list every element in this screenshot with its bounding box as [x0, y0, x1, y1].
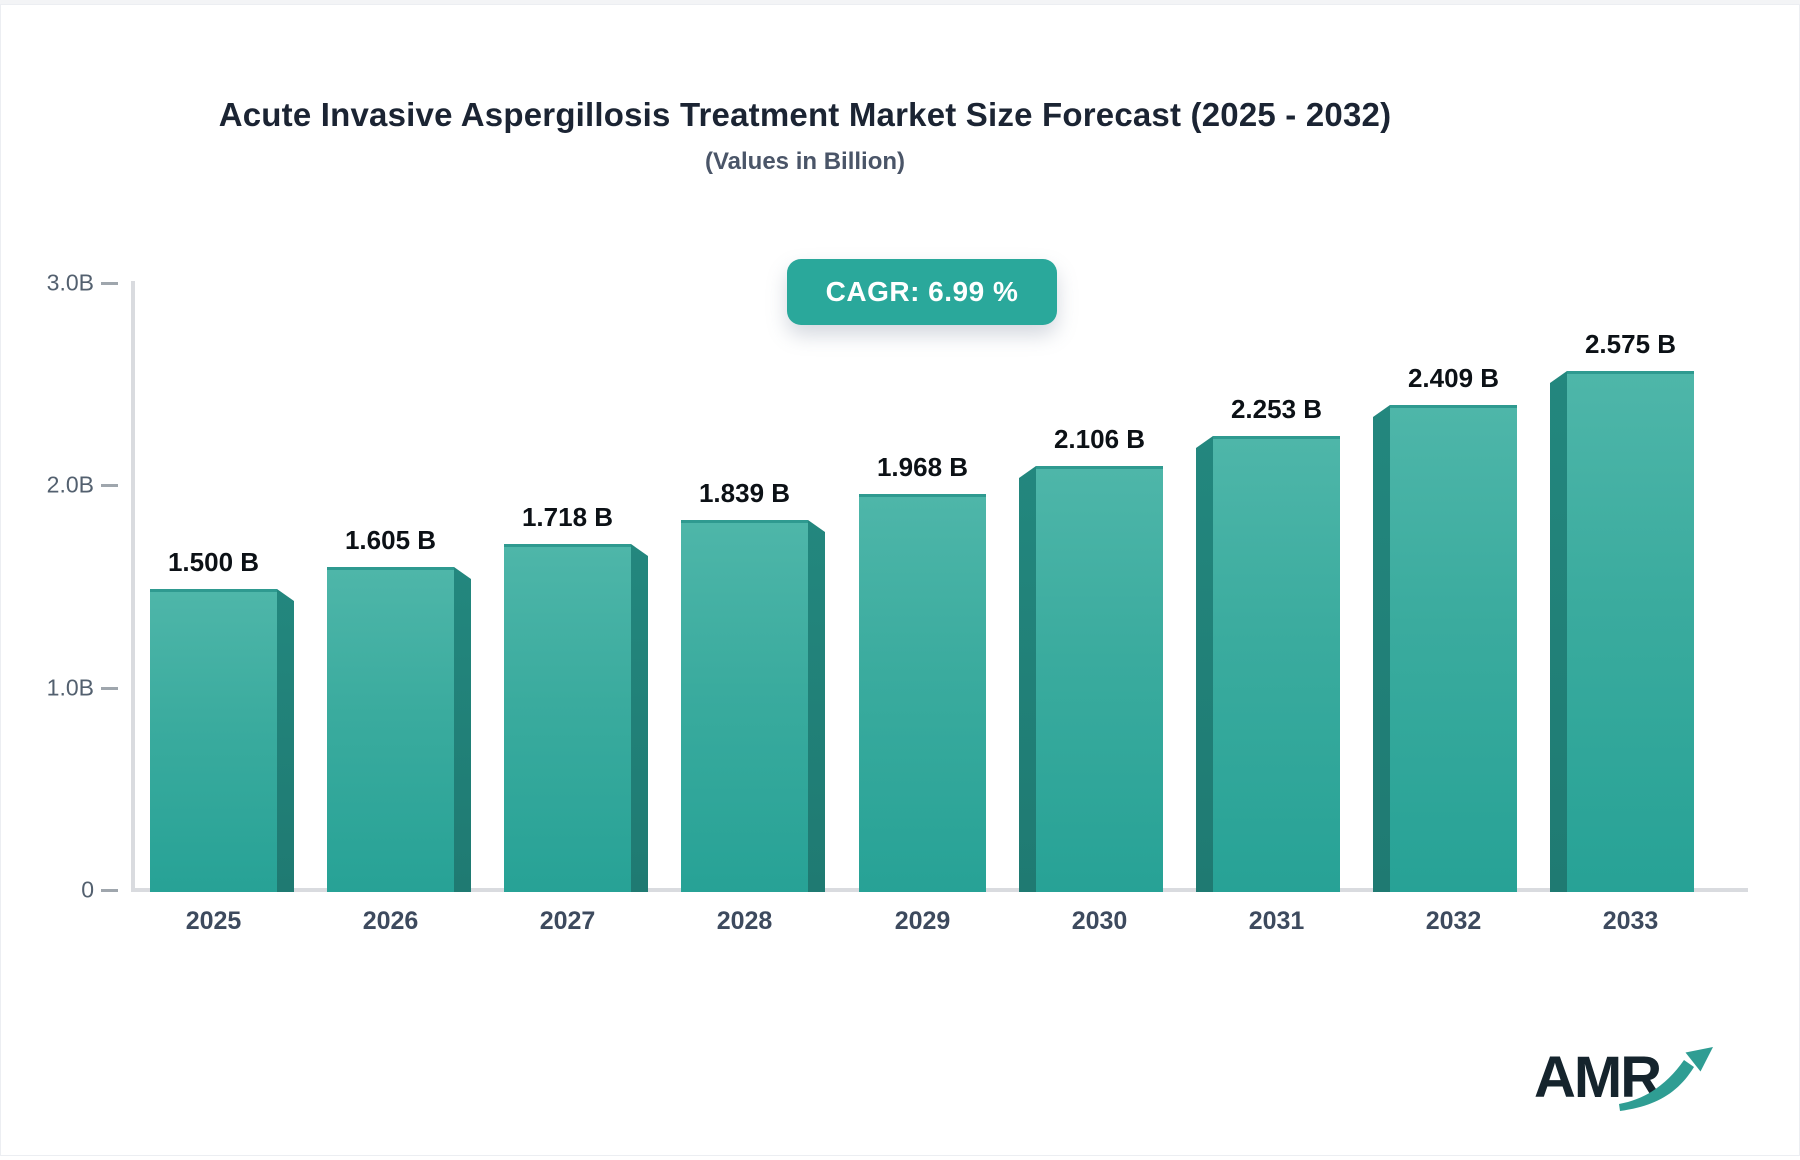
- bar-value-label: 2.106 B: [1053, 424, 1146, 454]
- bar-side-face: [1550, 371, 1567, 892]
- bar-side-face: [1373, 405, 1390, 892]
- cagr-badge-label: CAGR: 6.99 %: [825, 276, 1019, 307]
- cagr-badge: CAGR: 6.99 %: [787, 259, 1057, 325]
- y-axis: [131, 281, 135, 892]
- y-tick-label: 0: [81, 876, 94, 903]
- y-tick-mark: [101, 282, 118, 286]
- bar-value-label: 2.409 B: [1407, 363, 1500, 393]
- x-tick-label: 2029: [894, 907, 951, 935]
- bar-side-face: [808, 520, 825, 892]
- y-tick-mark: [101, 889, 118, 892]
- bar-side-face: [1019, 466, 1036, 892]
- x-tick-label: 2026: [362, 907, 419, 935]
- chart-subtitle: (Values in Billion): [704, 148, 906, 175]
- y-tick-label: 2.0B: [46, 471, 94, 498]
- bar-side-face: [631, 544, 648, 892]
- bar-value-label: 1.718 B: [521, 502, 614, 532]
- x-tick-label: 2031: [1248, 907, 1305, 935]
- x-tick-label: 2028: [716, 907, 773, 935]
- amr-logo: AMR: [1534, 1042, 1714, 1112]
- bar-value-label: 2.575 B: [1584, 329, 1677, 359]
- x-tick-label: 2033: [1602, 907, 1659, 935]
- bar-2031: [1213, 436, 1340, 892]
- bar-2033: [1567, 371, 1694, 892]
- bar-2026: [327, 567, 454, 892]
- x-tick-label: 2030: [1071, 907, 1128, 935]
- bar-value-label: 1.839 B: [698, 478, 791, 508]
- y-tick-mark: [101, 686, 118, 690]
- y-tick-label: 3.0B: [46, 269, 94, 296]
- bar-2029: [859, 494, 986, 892]
- x-tick-label: 2025: [185, 907, 242, 935]
- bar-2032: [1390, 405, 1517, 892]
- bar-chart: 3.0B 2.0B 1.0B 0 1.500 B 2025 1.605 B 2026 1.718…: [0, 4, 1800, 1160]
- bar-side-face: [277, 589, 294, 892]
- x-tick-label: 2032: [1425, 907, 1482, 935]
- x-tick-label: 2027: [539, 907, 596, 935]
- y-tick-label: 1.0B: [46, 674, 94, 701]
- bar-side-face: [454, 567, 471, 892]
- y-tick-mark: [101, 484, 118, 488]
- bar-2025: [150, 589, 277, 892]
- bar-2030: [1036, 466, 1163, 892]
- bar-value-label: 1.605 B: [344, 525, 437, 555]
- amr-logo-arrow-icon: [1619, 1047, 1713, 1111]
- bar-value-label: 1.500 B: [167, 547, 260, 577]
- bar-2027: [504, 544, 631, 892]
- bar-value-label: 2.253 B: [1230, 394, 1323, 424]
- bar-side-face: [1196, 436, 1213, 892]
- bar-2028: [681, 520, 808, 892]
- chart-title: Acute Invasive Aspergillosis Treatment M…: [218, 96, 1392, 133]
- bar-value-label: 1.968 B: [876, 452, 969, 482]
- chart-header: Acute Invasive Aspergillosis Treatment M…: [0, 96, 1610, 176]
